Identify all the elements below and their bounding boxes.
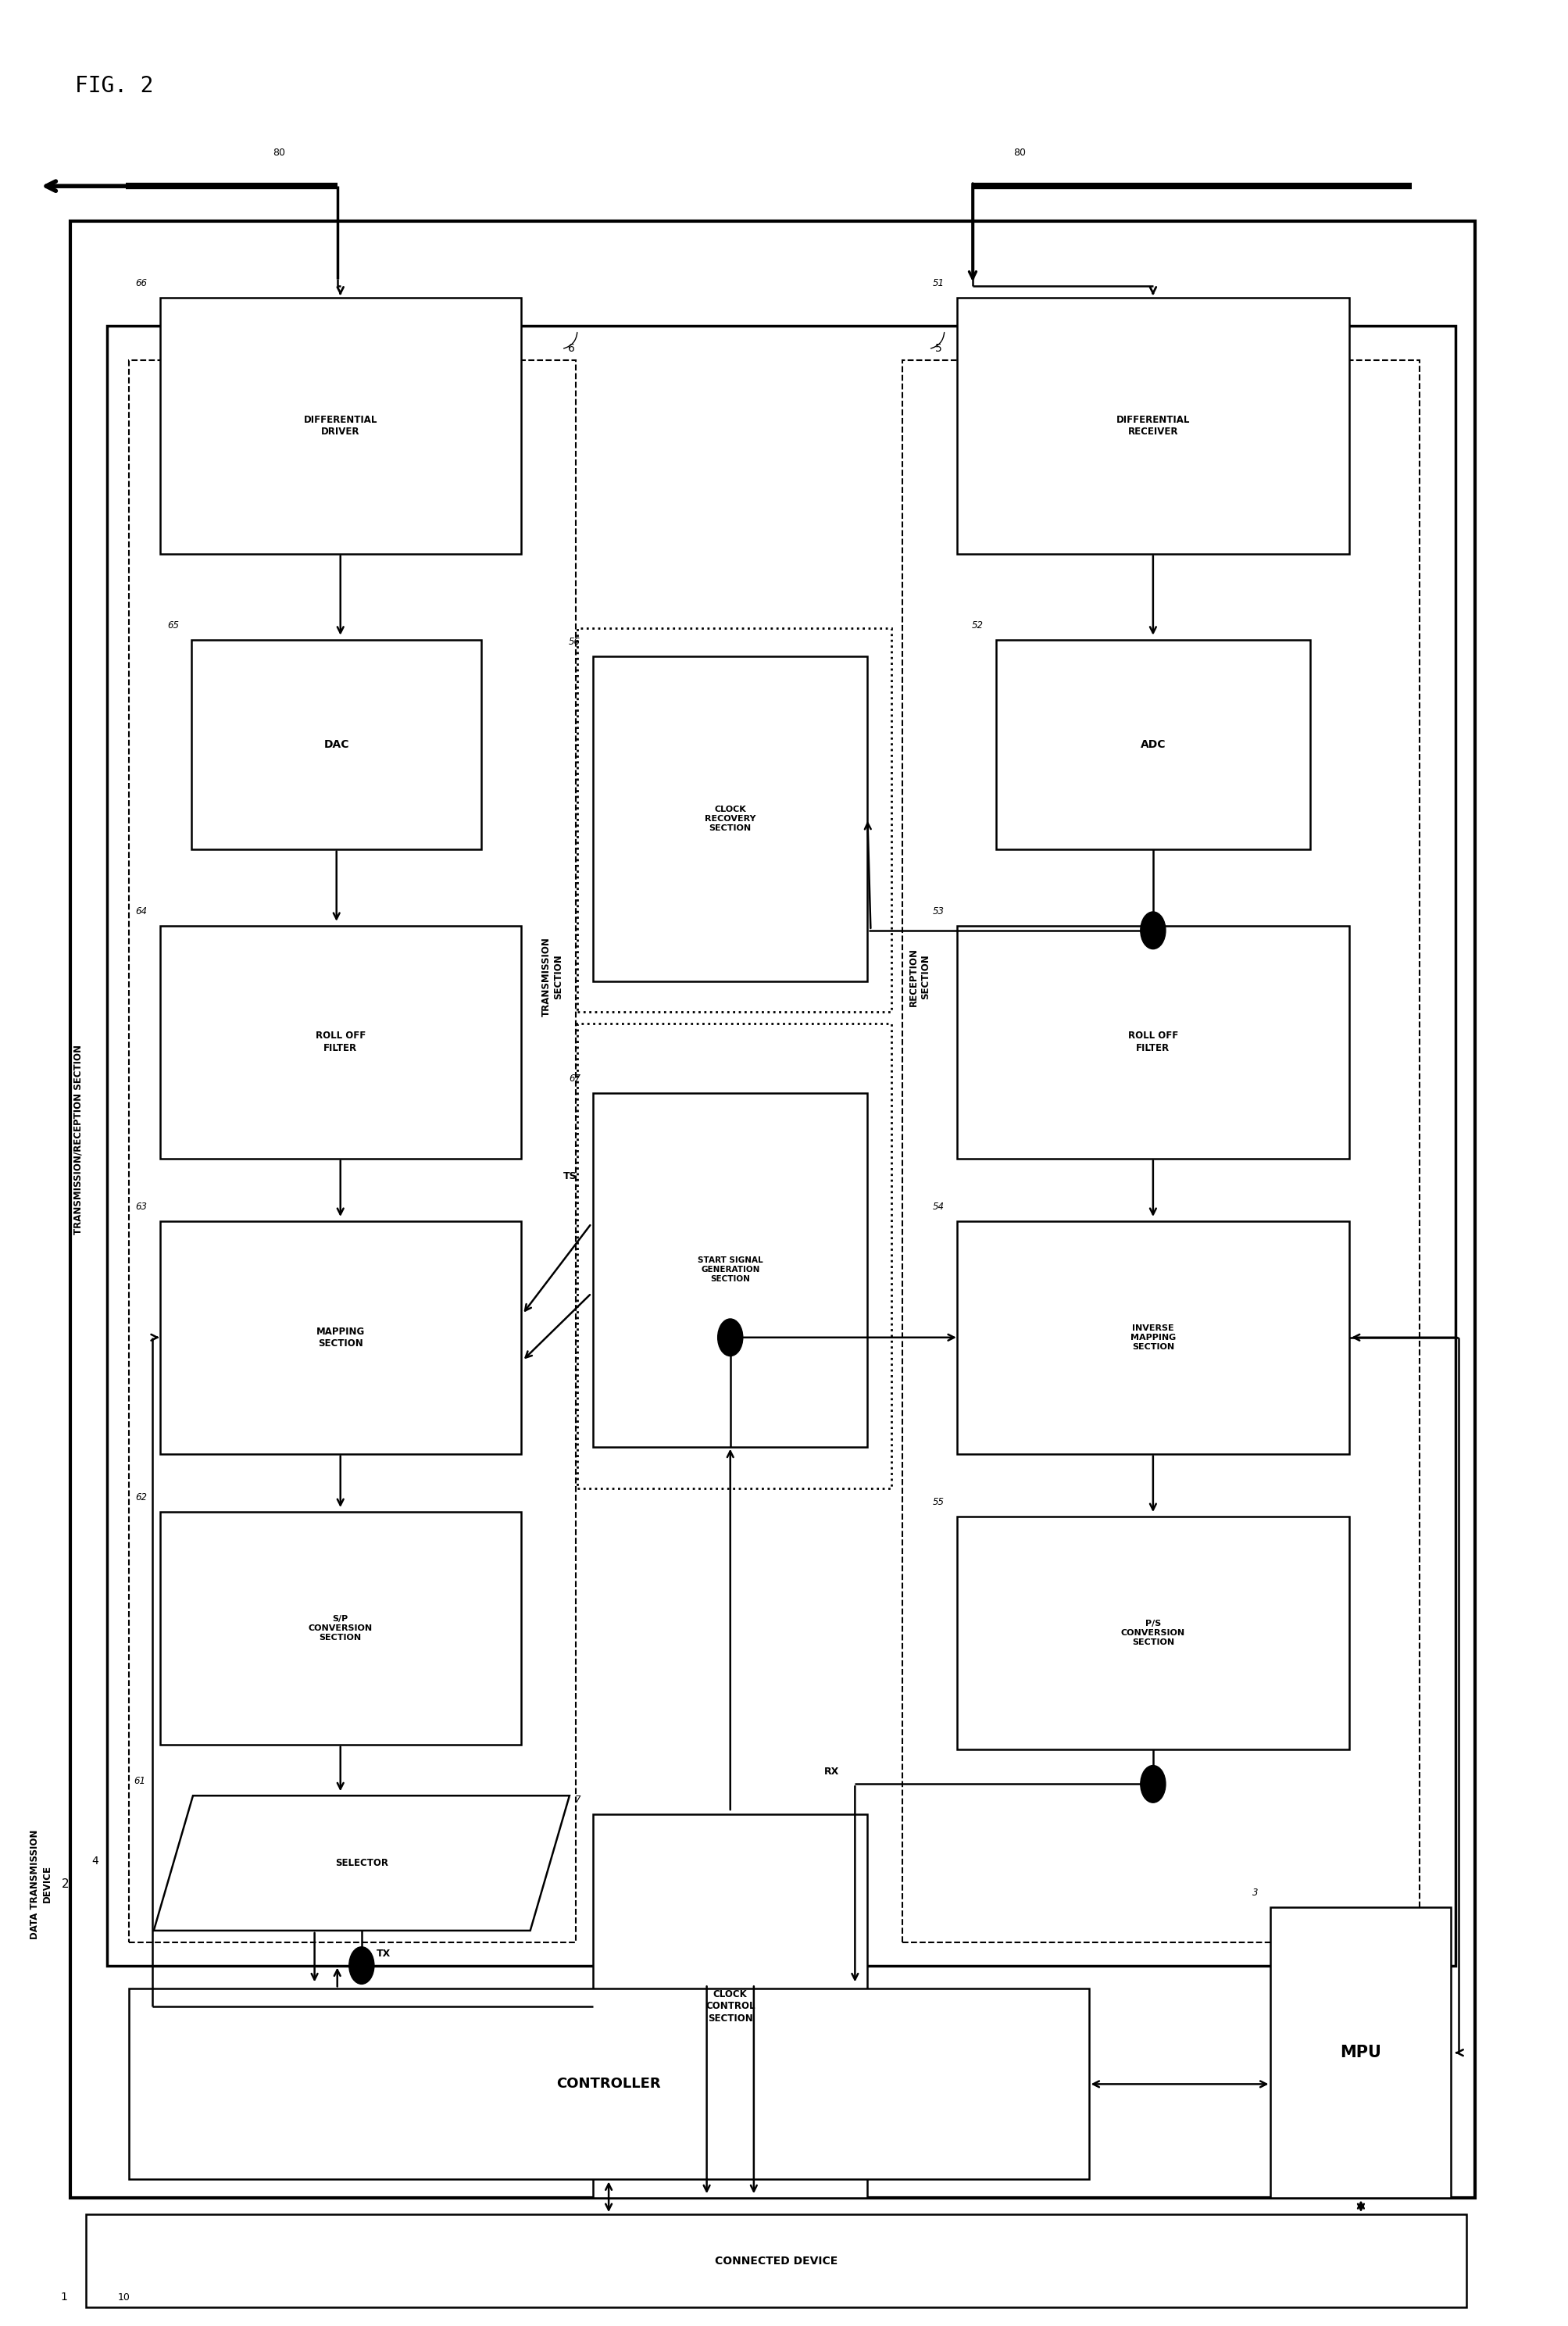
Text: 64: 64: [136, 907, 147, 916]
Text: 80: 80: [1013, 149, 1025, 158]
Text: CONNECTED DEVICE: CONNECTED DEVICE: [715, 2256, 837, 2266]
Circle shape: [348, 1947, 375, 1984]
Text: DAC: DAC: [323, 740, 350, 749]
Text: 7: 7: [574, 1796, 580, 1805]
Text: FIG. 2: FIG. 2: [75, 74, 154, 98]
FancyBboxPatch shape: [160, 1221, 521, 1454]
Text: CLOCK
RECOVERY
SECTION: CLOCK RECOVERY SECTION: [704, 805, 756, 833]
Text: ROLL OFF
FILTER: ROLL OFF FILTER: [1127, 1030, 1178, 1054]
Text: MAPPING
SECTION: MAPPING SECTION: [315, 1326, 365, 1349]
Text: 52: 52: [972, 621, 983, 630]
Text: 80: 80: [273, 149, 285, 158]
FancyBboxPatch shape: [996, 640, 1309, 849]
FancyBboxPatch shape: [956, 926, 1348, 1158]
FancyBboxPatch shape: [593, 1093, 867, 1447]
FancyBboxPatch shape: [160, 1512, 521, 1744]
Text: 2: 2: [61, 1877, 69, 1891]
Text: TX: TX: [376, 1949, 390, 1958]
FancyBboxPatch shape: [129, 1989, 1088, 2179]
Text: ADC: ADC: [1140, 740, 1165, 749]
Text: 67: 67: [569, 1075, 580, 1084]
FancyBboxPatch shape: [593, 1814, 867, 2198]
FancyBboxPatch shape: [160, 298, 521, 554]
Text: RECEPTION
SECTION: RECEPTION SECTION: [908, 947, 930, 1007]
Text: DATA TRANSMISSION
DEVICE: DATA TRANSMISSION DEVICE: [30, 1828, 52, 1940]
Text: 66: 66: [136, 279, 147, 288]
Text: SELECTOR: SELECTOR: [336, 1858, 387, 1868]
Polygon shape: [154, 1796, 569, 1931]
Text: CONTROLLER: CONTROLLER: [557, 2077, 660, 2091]
FancyBboxPatch shape: [956, 1517, 1348, 1749]
Text: 55: 55: [933, 1498, 944, 1507]
Circle shape: [1140, 1765, 1165, 1803]
FancyBboxPatch shape: [956, 298, 1348, 554]
Text: INVERSE
MAPPING
SECTION: INVERSE MAPPING SECTION: [1129, 1323, 1176, 1351]
Text: DIFFERENTIAL
DRIVER: DIFFERENTIAL DRIVER: [304, 414, 376, 437]
Text: TRANSMISSION/RECEPTION SECTION: TRANSMISSION/RECEPTION SECTION: [74, 1044, 83, 1235]
Text: 5: 5: [935, 342, 941, 354]
Text: MPU: MPU: [1339, 2045, 1381, 2061]
FancyBboxPatch shape: [956, 1221, 1348, 1454]
Text: 62: 62: [136, 1493, 147, 1503]
Text: 1: 1: [61, 2291, 67, 2303]
Circle shape: [1140, 912, 1165, 949]
Text: DIFFERENTIAL
RECEIVER: DIFFERENTIAL RECEIVER: [1116, 414, 1189, 437]
Text: 63: 63: [136, 1203, 147, 1212]
FancyBboxPatch shape: [1270, 1907, 1450, 2198]
Text: 3: 3: [1251, 1889, 1258, 1898]
Text: 10: 10: [118, 2293, 130, 2303]
Text: TS: TS: [563, 1172, 577, 1182]
Text: 4: 4: [93, 1856, 99, 1865]
FancyBboxPatch shape: [191, 640, 481, 849]
Text: P/S
CONVERSION
SECTION: P/S CONVERSION SECTION: [1121, 1619, 1184, 1647]
Text: 6: 6: [568, 342, 574, 354]
Text: 51: 51: [933, 279, 944, 288]
Text: 61: 61: [135, 1777, 146, 1786]
FancyBboxPatch shape: [86, 2214, 1466, 2307]
Text: START SIGNAL
GENERATION
SECTION: START SIGNAL GENERATION SECTION: [698, 1256, 762, 1284]
Text: 65: 65: [168, 621, 179, 630]
FancyBboxPatch shape: [593, 656, 867, 982]
Text: S/P
CONVERSION
SECTION: S/P CONVERSION SECTION: [309, 1614, 372, 1642]
FancyBboxPatch shape: [160, 926, 521, 1158]
Text: 56: 56: [569, 637, 580, 647]
Text: RX: RX: [823, 1768, 839, 1777]
Text: 54: 54: [933, 1203, 944, 1212]
Text: 53: 53: [933, 907, 944, 916]
Text: TRANSMISSION
SECTION: TRANSMISSION SECTION: [541, 937, 563, 1016]
Text: ROLL OFF
FILTER: ROLL OFF FILTER: [315, 1030, 365, 1054]
Circle shape: [718, 1319, 743, 1356]
Text: CLOCK
CONTROL
SECTION: CLOCK CONTROL SECTION: [706, 1989, 754, 2024]
